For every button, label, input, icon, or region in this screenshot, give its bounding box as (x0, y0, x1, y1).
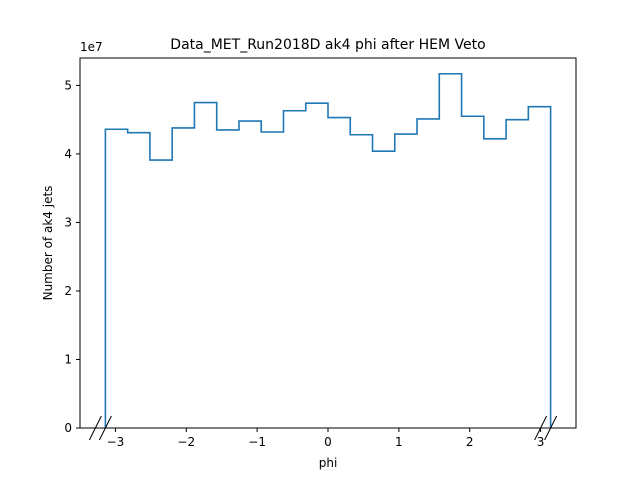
axis-break-mark (544, 415, 558, 441)
x-axis: −3 −2 −1 0 1 2 3 (107, 428, 545, 449)
axis-break-marks (88, 415, 558, 441)
y-tick-label: 1 (64, 352, 72, 366)
x-tick-label: 0 (324, 435, 332, 449)
y-scale-offset-label: 1e7 (80, 40, 103, 54)
y-tick-label: 3 (64, 215, 72, 229)
y-tick-label: 4 (64, 147, 72, 161)
x-tick-label: −1 (248, 435, 266, 449)
x-tick-label: 2 (466, 435, 474, 449)
x-axis-label: phi (319, 456, 338, 470)
plot-area (104, 72, 552, 428)
histogram-step-line (104, 72, 552, 428)
x-tick-label: −3 (107, 435, 125, 449)
x-tick-label: 1 (395, 435, 403, 449)
axis-break-mark (534, 415, 548, 441)
y-tick-label: 0 (64, 421, 72, 435)
y-tick-label: 2 (64, 284, 72, 298)
y-tick-label: 5 (64, 78, 72, 92)
chart-title: Data_MET_Run2018D ak4 phi after HEM Veto (170, 37, 485, 53)
axis-break-mark (88, 415, 102, 441)
x-tick-label: −2 (177, 435, 195, 449)
y-axis: 0 1 2 3 4 5 (64, 78, 80, 435)
x-tick-label: 3 (537, 435, 545, 449)
axis-break-mark (98, 415, 112, 441)
y-axis-label: Number of ak4 jets (41, 186, 55, 301)
